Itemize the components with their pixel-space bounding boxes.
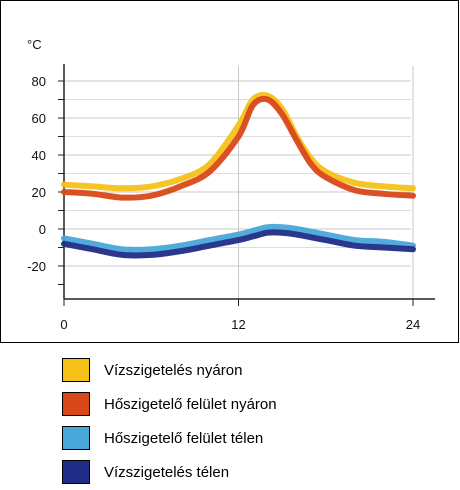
legend-swatch: [62, 426, 90, 450]
tick-labels: -20 0 20 40 60 80 °C 0 12 24: [27, 37, 420, 332]
legend-label: Hőszigetelő felület télen: [104, 429, 264, 447]
axes: [58, 64, 435, 306]
legend-label: Vízszigetelés télen: [104, 463, 230, 481]
x-tick-label: 12: [231, 317, 245, 332]
y-tick-label: 20: [32, 185, 46, 200]
legend-item: Hőszigetelő felület télen: [62, 421, 442, 455]
y-tick-label: 40: [32, 148, 46, 163]
legend-swatch: [62, 392, 90, 416]
series-line-2: [61, 95, 416, 201]
legend-swatch: [62, 358, 90, 382]
y-axis-unit-label: °C: [27, 37, 42, 52]
legend-item: Vízszigetelés nyáron: [62, 353, 442, 387]
chart-frame: -20 0 20 40 60 80 °C 0 12 24: [0, 0, 459, 343]
y-tick-label: 0: [39, 222, 46, 237]
legend-swatch: [62, 460, 90, 484]
legend-label: Vízszigetelés nyáron: [104, 361, 243, 379]
legend-item: Hőszigetelő felület nyáron: [62, 387, 442, 421]
x-tick-label: 0: [60, 317, 67, 332]
legend-label: Hőszigetelő felület nyáron: [104, 395, 277, 413]
y-tick-label: -20: [27, 259, 46, 274]
y-tick-label: 80: [32, 74, 46, 89]
line-chart: -20 0 20 40 60 80 °C 0 12 24: [27, 37, 435, 332]
legend-item: Vízszigetelés télen: [62, 455, 442, 489]
series-line-4: [61, 229, 416, 259]
legend: Vízszigetelés nyáron Hőszigetelő felület …: [62, 353, 442, 489]
series-line-3: [61, 223, 416, 253]
series-lines: [61, 92, 416, 259]
x-tick-label: 24: [406, 317, 420, 332]
y-tick-label: 60: [32, 111, 46, 126]
series-line-1: [61, 92, 416, 192]
grid: [64, 66, 414, 299]
